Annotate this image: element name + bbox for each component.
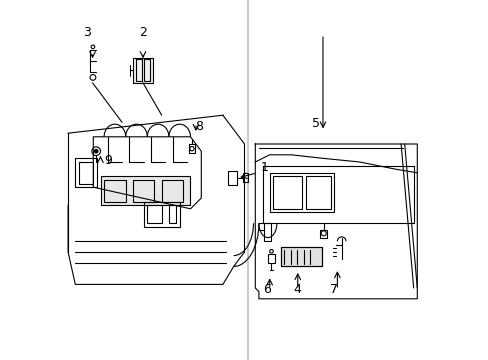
Circle shape xyxy=(94,149,98,153)
Bar xyxy=(280,247,321,266)
Text: 7: 7 xyxy=(329,283,337,296)
Bar xyxy=(280,247,321,266)
Text: 5: 5 xyxy=(311,117,319,130)
Bar xyxy=(228,171,237,185)
Bar xyxy=(168,205,176,223)
Bar xyxy=(305,176,330,209)
Bar xyxy=(133,180,154,202)
Bar xyxy=(273,176,302,209)
Text: 2: 2 xyxy=(139,26,146,39)
Bar xyxy=(104,180,125,202)
Bar xyxy=(75,158,97,187)
Bar xyxy=(188,144,195,153)
Text: 6: 6 xyxy=(263,283,270,296)
Bar xyxy=(267,254,275,263)
Bar xyxy=(242,173,247,182)
Bar xyxy=(133,58,152,83)
Bar xyxy=(143,202,179,227)
Text: 9: 9 xyxy=(104,154,112,167)
Bar xyxy=(79,162,93,184)
Text: 8: 8 xyxy=(195,120,203,133)
Bar xyxy=(269,173,334,212)
Bar xyxy=(320,230,326,238)
Text: 1: 1 xyxy=(260,161,268,174)
Bar xyxy=(162,180,183,202)
Bar xyxy=(264,223,271,241)
Bar xyxy=(136,59,142,81)
Text: 4: 4 xyxy=(293,283,301,296)
Text: 3: 3 xyxy=(83,26,91,39)
Bar xyxy=(143,59,150,81)
Bar xyxy=(101,176,190,205)
Bar xyxy=(147,205,162,223)
